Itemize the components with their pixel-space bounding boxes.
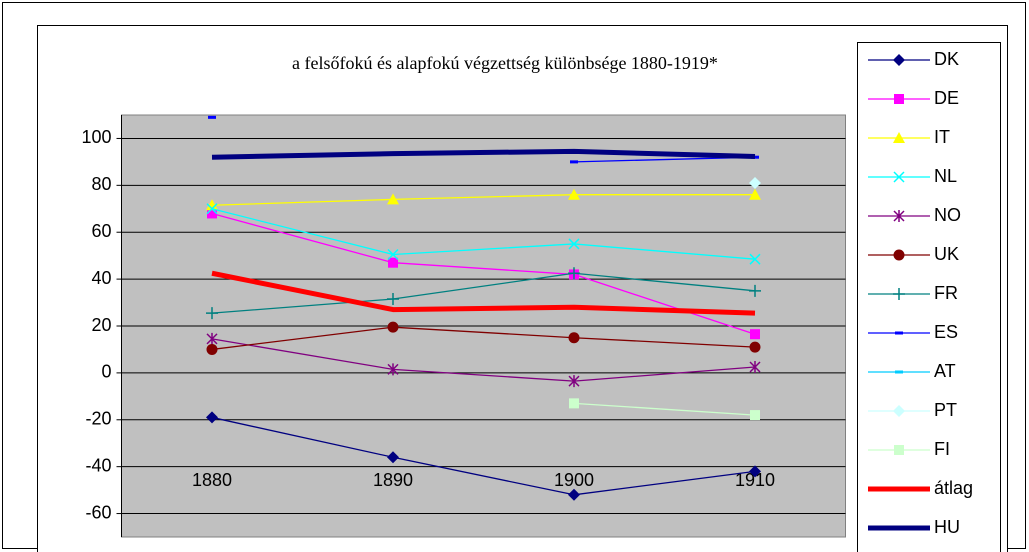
series (211, 148, 756, 160)
marker (749, 284, 761, 297)
legend-marker (893, 249, 905, 261)
legend-marker (894, 445, 904, 455)
series (211, 270, 756, 316)
marker (749, 361, 761, 374)
marker (387, 363, 399, 376)
marker (749, 176, 761, 189)
marker (750, 410, 760, 421)
series (206, 321, 761, 355)
series (569, 398, 760, 421)
marker (387, 248, 399, 261)
legend-label: ES (934, 322, 958, 342)
legend-label: átlag (934, 478, 973, 498)
legend-label: FR (934, 283, 958, 303)
marker (206, 411, 218, 424)
series-line (211, 194, 755, 206)
marker (206, 307, 218, 320)
y-tick-label: 100 (81, 127, 111, 147)
y-tick-label: -60 (85, 502, 111, 522)
marker (206, 199, 218, 211)
y-tick-label: -20 (85, 409, 111, 429)
series-line (211, 148, 756, 160)
legend-label: HU (934, 517, 960, 537)
marker (206, 332, 218, 345)
marker (387, 193, 399, 205)
legend-label: NL (934, 166, 957, 186)
legend-marker (894, 94, 904, 104)
chart-title: a felsőfokú és alapfokú végzettség külön… (292, 53, 718, 73)
legend-label: DK (934, 49, 959, 69)
marker (749, 188, 761, 200)
y-tick-label: 80 (91, 174, 111, 194)
y-tick-label: 40 (91, 268, 111, 288)
marker (387, 451, 399, 464)
series-line (211, 326, 756, 351)
marker (568, 188, 580, 200)
series (206, 188, 761, 211)
legend-marker (893, 288, 905, 300)
marker (207, 208, 217, 219)
marker (568, 332, 580, 344)
marker (388, 257, 398, 268)
marker (750, 329, 760, 340)
x-tick-label: 1890 (373, 470, 413, 490)
legend-label: FI (934, 439, 950, 459)
marker (206, 343, 218, 355)
marker (568, 488, 580, 501)
marker (749, 341, 761, 353)
legend-label: IT (934, 127, 950, 147)
series-line (573, 402, 756, 416)
marker (206, 203, 218, 215)
legend-marker (893, 405, 905, 417)
legend-label: DE (934, 88, 959, 108)
legend-box (857, 42, 1001, 552)
marker (751, 155, 759, 159)
legend-marker (893, 210, 905, 222)
marker (568, 267, 580, 280)
marker (387, 293, 399, 306)
marker (749, 253, 761, 265)
legend-marker (893, 132, 905, 143)
y-tick-label: 60 (91, 221, 111, 241)
legend-label: AT (934, 361, 956, 381)
legend-label: UK (934, 244, 959, 264)
series (206, 411, 761, 501)
x-tick-label: 1910 (735, 470, 775, 490)
marker (387, 321, 399, 333)
series (206, 267, 761, 320)
marker (569, 398, 579, 409)
series-line (211, 212, 756, 335)
marker (749, 465, 761, 478)
series-line (211, 272, 756, 314)
legend-label: PT (934, 400, 957, 420)
series-line (211, 208, 756, 260)
legend-marker (895, 331, 903, 335)
marker (568, 375, 580, 388)
marker (568, 238, 580, 250)
legend-marker (893, 54, 905, 66)
series (206, 332, 761, 388)
x-tick-label: 1880 (192, 470, 232, 490)
series-line (211, 416, 756, 496)
marker (208, 115, 216, 119)
series-line (211, 270, 756, 316)
series-line (211, 338, 756, 382)
series (749, 176, 761, 189)
x-tick-label: 1900 (554, 470, 594, 490)
series (206, 203, 761, 265)
marker (570, 160, 578, 164)
y-tick-label: -40 (85, 455, 111, 475)
y-tick-label: 0 (101, 362, 111, 382)
legend-label: NO (934, 205, 961, 225)
legend-marker (893, 171, 905, 183)
y-tick-label: 20 (91, 315, 111, 335)
legend-marker (895, 370, 903, 374)
